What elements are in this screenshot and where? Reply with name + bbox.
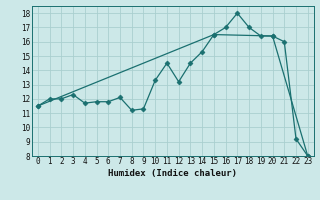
X-axis label: Humidex (Indice chaleur): Humidex (Indice chaleur) [108,169,237,178]
